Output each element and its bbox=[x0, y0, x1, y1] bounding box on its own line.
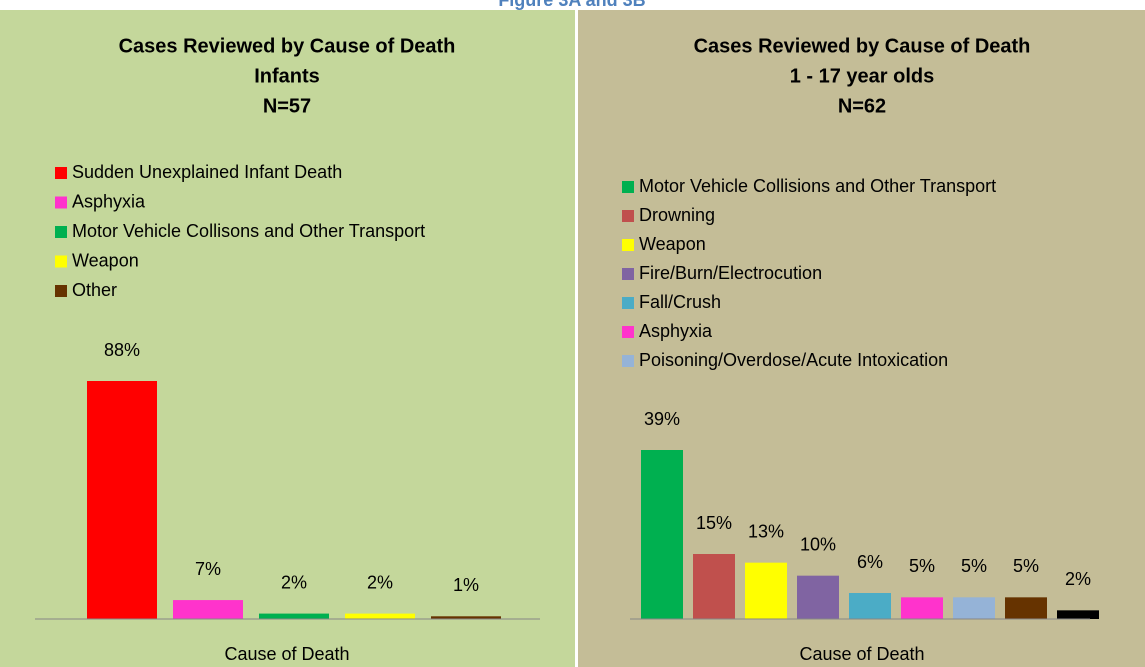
data-label: 10% bbox=[800, 534, 836, 554]
legend-swatch bbox=[622, 181, 634, 193]
legend-swatch bbox=[622, 210, 634, 222]
legend-label: Fire/Burn/Electrocution bbox=[639, 263, 822, 283]
bar bbox=[259, 613, 329, 619]
data-label: 5% bbox=[1013, 556, 1039, 576]
bar bbox=[641, 450, 683, 619]
bar bbox=[953, 597, 995, 619]
legend-label: Motor Vehicle Collisions and Other Trans… bbox=[639, 176, 996, 196]
data-label: 2% bbox=[1065, 569, 1091, 589]
legend-label: Drowning bbox=[639, 205, 715, 225]
bar bbox=[345, 613, 415, 619]
figure-caption: Figure 3A and 3B bbox=[498, 0, 645, 10]
bar bbox=[849, 593, 891, 619]
legend-label: Fall/Crush bbox=[639, 292, 721, 312]
legend-label: Asphyxia bbox=[639, 321, 713, 341]
data-label: 1% bbox=[453, 575, 479, 595]
bar bbox=[87, 381, 157, 619]
bar bbox=[1005, 597, 1047, 619]
data-label: 88% bbox=[104, 340, 140, 360]
legend-label: Asphyxia bbox=[72, 191, 146, 211]
data-label: 6% bbox=[857, 552, 883, 572]
legend-swatch bbox=[55, 285, 67, 297]
legend-swatch bbox=[622, 268, 634, 280]
data-label: 5% bbox=[909, 556, 935, 576]
legend-swatch bbox=[55, 226, 67, 238]
data-label: 2% bbox=[281, 572, 307, 592]
x-axis-title: Cause of Death bbox=[224, 644, 349, 664]
legend-label: Motor Vehicle Collisons and Other Transp… bbox=[72, 221, 425, 241]
bar bbox=[901, 597, 943, 619]
data-label: 15% bbox=[696, 513, 732, 533]
data-label: 2% bbox=[367, 572, 393, 592]
bar bbox=[1057, 610, 1099, 619]
legend-swatch bbox=[622, 355, 634, 367]
chart-subtitle: 1 - 17 year olds bbox=[790, 65, 935, 87]
legend-swatch bbox=[622, 297, 634, 309]
legend-label: Weapon bbox=[639, 234, 706, 254]
data-label: 5% bbox=[961, 556, 987, 576]
bar bbox=[173, 600, 243, 619]
chart-title: Cases Reviewed by Cause of Death bbox=[119, 35, 456, 57]
x-axis-title: Cause of Death bbox=[799, 644, 924, 664]
data-label: 39% bbox=[644, 409, 680, 429]
legend-swatch bbox=[622, 239, 634, 251]
chart-annotation: N=57 bbox=[263, 95, 311, 117]
chart-subtitle: Infants bbox=[254, 65, 320, 87]
legend-label: Weapon bbox=[72, 250, 139, 270]
chart-annotation: N=62 bbox=[838, 95, 886, 117]
bar bbox=[797, 575, 839, 619]
bar bbox=[745, 562, 787, 619]
legend-swatch bbox=[55, 167, 67, 179]
legend-label: Sudden Unexplained Infant Death bbox=[72, 162, 342, 182]
bar bbox=[431, 616, 501, 619]
legend-label: Poisoning/Overdose/Acute Intoxication bbox=[639, 350, 948, 370]
legend-swatch bbox=[55, 255, 67, 268]
bar bbox=[693, 554, 735, 619]
data-label: 7% bbox=[195, 559, 221, 579]
legend-swatch bbox=[622, 326, 634, 338]
legend-swatch bbox=[55, 196, 67, 209]
data-label: 13% bbox=[748, 521, 784, 541]
chart-title: Cases Reviewed by Cause of Death bbox=[694, 35, 1031, 57]
legend-label: Other bbox=[72, 280, 117, 300]
